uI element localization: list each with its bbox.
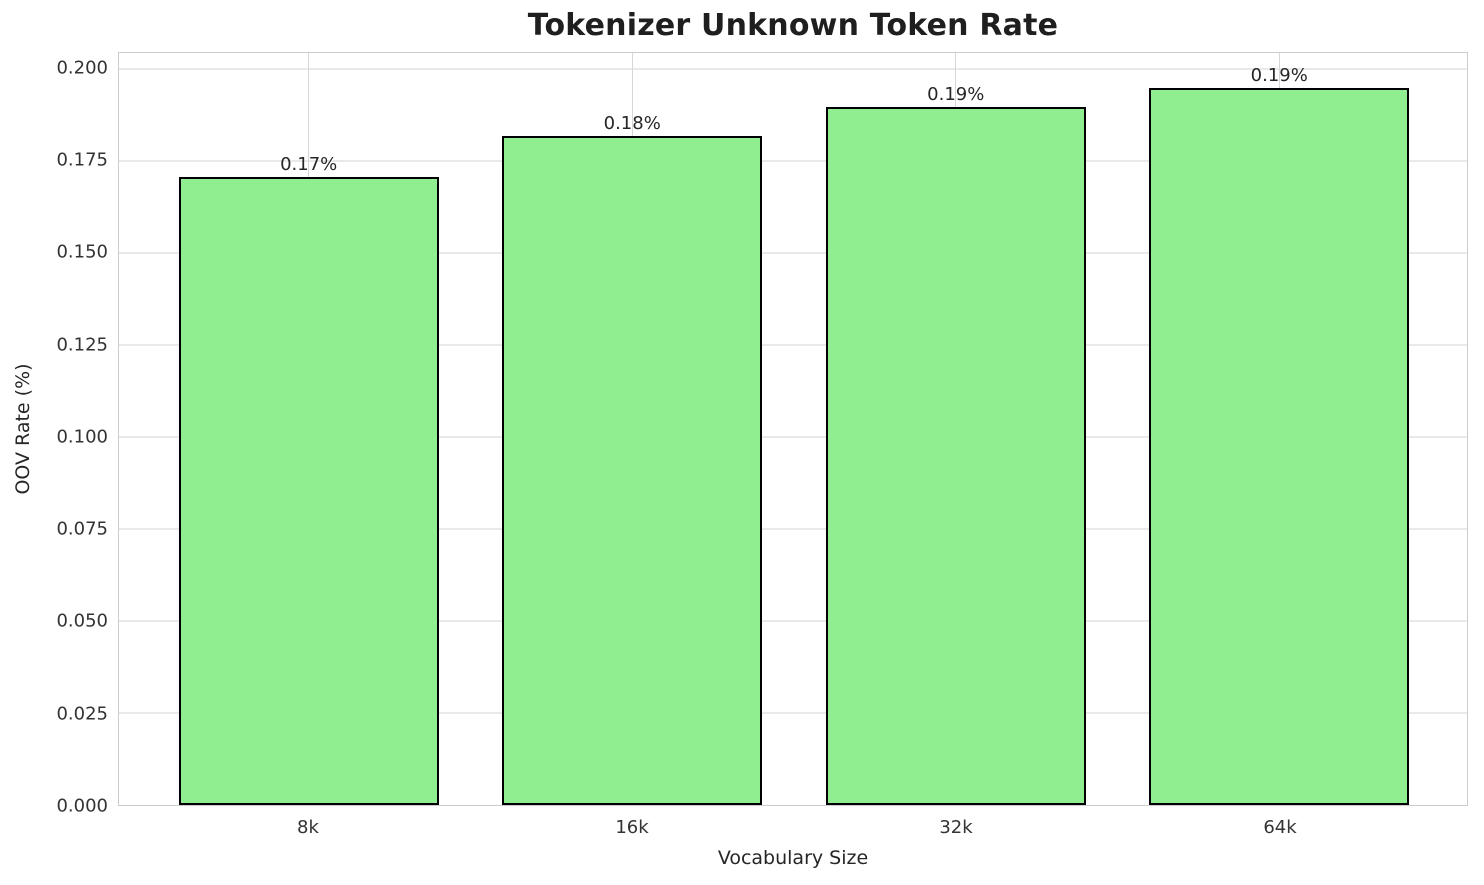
horizontal-gridline: [119, 620, 1467, 622]
bar-64k: 0.19%: [1149, 65, 1410, 805]
horizontal-gridline: [119, 252, 1467, 254]
bar-value-label: 0.19%: [1250, 64, 1308, 86]
y-tick-label: 0.200: [56, 57, 108, 79]
bar-32k: 0.19%: [825, 84, 1086, 805]
y-tick-label: 0.150: [56, 241, 108, 263]
horizontal-gridline: [119, 436, 1467, 438]
y-tick-label: 0.025: [56, 703, 108, 725]
x-axis-label: Vocabulary Size: [717, 847, 869, 869]
y-tick-label: 0.175: [56, 149, 108, 171]
y-tick-label: 0.050: [56, 610, 108, 632]
horizontal-gridline: [119, 528, 1467, 530]
y-axis-label: OOV Rate (%): [12, 363, 34, 495]
bar-value-label: 0.18%: [603, 112, 661, 134]
y-tick-label: 0.100: [56, 426, 108, 448]
horizontal-gridline: [119, 712, 1467, 714]
bar-value-label: 0.17%: [280, 154, 338, 176]
plot-area: 0.17% 0.18% 0.19% 0.19%: [118, 52, 1468, 806]
x-tick-label: 64k: [1263, 817, 1297, 838]
bar-16k: 0.18%: [502, 113, 763, 805]
y-tick-label: 0.075: [56, 518, 108, 540]
horizontal-gridline: [119, 68, 1467, 70]
y-tick-label: 0.000: [56, 795, 108, 817]
x-tick-label: 16k: [615, 817, 649, 838]
bar-8k: 0.17%: [178, 154, 439, 805]
x-tick-label: 8k: [297, 817, 319, 838]
x-tick-label: 32k: [939, 817, 973, 838]
y-tick-label: 0.125: [56, 334, 108, 356]
horizontal-gridline: [119, 344, 1467, 346]
bar-value-label: 0.19%: [927, 83, 985, 105]
chart-title: Tokenizer Unknown Token Rate: [527, 8, 1059, 43]
horizontal-gridline: [119, 160, 1467, 162]
